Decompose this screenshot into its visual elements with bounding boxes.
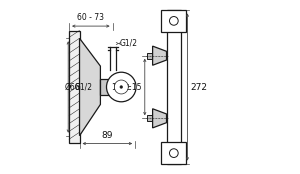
- Circle shape: [169, 149, 178, 157]
- Polygon shape: [161, 142, 186, 164]
- Polygon shape: [153, 46, 166, 65]
- Polygon shape: [167, 10, 181, 164]
- Polygon shape: [100, 79, 112, 95]
- Text: G1/2: G1/2: [120, 39, 138, 48]
- Polygon shape: [147, 53, 153, 59]
- Polygon shape: [69, 31, 80, 143]
- Text: 272: 272: [190, 82, 207, 92]
- Text: 150±15: 150±15: [111, 82, 141, 92]
- Text: G1/2: G1/2: [74, 82, 92, 92]
- Circle shape: [120, 86, 123, 88]
- Polygon shape: [161, 10, 186, 32]
- Circle shape: [169, 17, 178, 25]
- Text: 60 - 73: 60 - 73: [77, 13, 104, 22]
- Text: 89: 89: [102, 131, 113, 140]
- Polygon shape: [147, 115, 153, 121]
- Polygon shape: [80, 38, 100, 136]
- Circle shape: [114, 80, 128, 94]
- Circle shape: [106, 72, 136, 102]
- Text: Ø66: Ø66: [65, 82, 80, 92]
- Polygon shape: [153, 109, 166, 128]
